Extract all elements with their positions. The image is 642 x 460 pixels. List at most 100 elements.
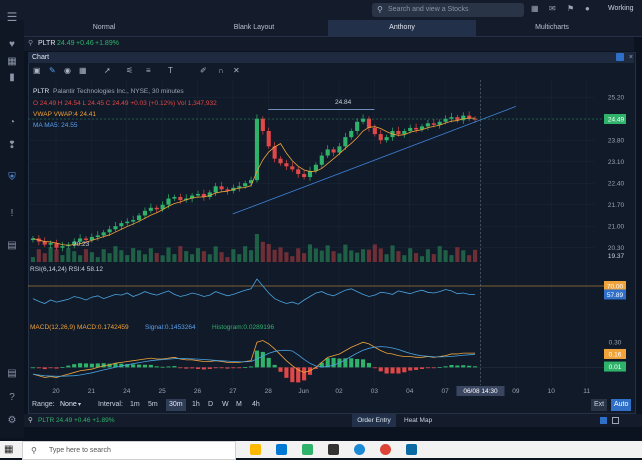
app-icon[interactable] xyxy=(406,444,417,455)
histogram-legend: Histogram:0.0289196 xyxy=(212,324,275,331)
macd-histogram-bar xyxy=(89,363,94,368)
workspace-label[interactable]: Working xyxy=(608,5,634,12)
text-tool-icon[interactable]: T xyxy=(168,66,173,75)
trash-icon[interactable]: ✕ xyxy=(233,66,240,75)
chat-icon[interactable]: ✉ xyxy=(549,4,556,13)
taskbar-search-input[interactable]: Type here to search xyxy=(49,447,111,454)
x-tick-label: 24 xyxy=(123,388,131,395)
calendar-icon[interactable]: ▦ xyxy=(531,4,539,13)
macd-histogram-bar xyxy=(408,367,413,371)
taskbar-search[interactable]: ⚲ Type here to search xyxy=(22,441,236,460)
x-axis: 20212425262728Jun020304070809101106/08 1… xyxy=(52,80,590,396)
volume-bar xyxy=(207,254,212,262)
draw-icon[interactable]: ✎ xyxy=(49,66,56,75)
volume-bar xyxy=(54,249,59,262)
channel-tool-icon[interactable]: ≡ xyxy=(146,66,151,75)
heart-icon[interactable]: ♥ xyxy=(9,39,15,50)
interval-m[interactable]: M xyxy=(236,401,242,408)
interval-30m[interactable]: 30m xyxy=(166,399,186,411)
x-tick-label: 20 xyxy=(52,388,60,395)
interval-d[interactable]: D xyxy=(208,401,214,408)
volume-bar xyxy=(195,248,201,262)
close-icon[interactable]: × xyxy=(628,54,633,61)
windows-start-icon[interactable]: ▦ xyxy=(4,444,14,455)
layout-icon[interactable]: ▦ xyxy=(79,66,87,75)
symbol-ticker[interactable]: PLTR xyxy=(38,40,56,47)
macd-histogram-bar xyxy=(30,367,36,369)
macd-histogram-bar xyxy=(437,367,442,368)
chart-bars-icon[interactable]: ▮ xyxy=(9,72,15,83)
x-tick-label: 07 xyxy=(442,388,450,395)
link-icon[interactable] xyxy=(600,417,607,424)
brush-tool-icon[interactable]: ✐ xyxy=(200,66,207,75)
candle-body xyxy=(290,166,295,170)
book-icon[interactable]: ▤ xyxy=(7,368,17,379)
tab-heat-map[interactable]: Heat Map xyxy=(404,417,433,424)
edge-icon[interactable] xyxy=(354,444,365,455)
interval-1m[interactable]: 1m xyxy=(130,401,140,408)
menu-icon[interactable]: ☰ xyxy=(6,10,18,24)
tab-order-entry[interactable]: Order Entry xyxy=(352,414,396,427)
alert-icon[interactable]: ! xyxy=(10,208,14,219)
candle-body xyxy=(254,118,260,181)
volume-bar xyxy=(372,244,377,262)
search-input[interactable]: Search and view a Stocks xyxy=(388,6,469,13)
annotation-high: 24.84 xyxy=(335,99,352,106)
compass-icon[interactable]: ❢ xyxy=(7,140,17,151)
interval-w[interactable]: W xyxy=(222,401,229,408)
dial-icon[interactable]: ◔ xyxy=(8,117,16,128)
candle-body xyxy=(101,232,106,236)
help-icon[interactable]: ? xyxy=(9,392,15,403)
interval-1h[interactable]: 1h xyxy=(192,401,200,408)
store-icon[interactable] xyxy=(328,444,339,455)
price-tick-label: 25.20 xyxy=(608,95,625,102)
interval-4h[interactable]: 4h xyxy=(252,401,260,408)
fib-tool-icon[interactable]: ⚟ xyxy=(126,66,134,75)
macd-histogram-bar xyxy=(136,364,142,368)
screenshot-icon[interactable]: ◉ xyxy=(64,66,71,75)
candle-body xyxy=(455,117,460,121)
shield-icon[interactable]: ⛨ xyxy=(8,172,16,183)
range-select[interactable]: None xyxy=(60,401,77,408)
volume-bar xyxy=(172,254,177,262)
user-icon[interactable]: ● xyxy=(585,4,590,13)
auto-button[interactable]: Auto xyxy=(611,399,632,411)
candle-body xyxy=(136,215,142,221)
card-icon[interactable]: ▤ xyxy=(7,240,17,251)
volume-bar xyxy=(125,255,130,262)
interval-5m[interactable]: 5m xyxy=(148,401,158,408)
x-tick-label: 09 xyxy=(512,388,520,395)
ext-button[interactable]: Ext xyxy=(591,399,608,411)
candle-body xyxy=(89,236,94,241)
tab-multicharts[interactable]: Multicharts xyxy=(535,24,569,31)
maximize-icon[interactable] xyxy=(612,417,619,424)
tab-blank-layout[interactable]: Blank Layout xyxy=(233,24,275,31)
search-icon[interactable]: ⚲ xyxy=(28,417,33,424)
search-box[interactable]: ⚲ Search and view a Stocks xyxy=(372,3,524,17)
mail-icon[interactable] xyxy=(276,444,287,455)
magnet-icon[interactable]: ∩ xyxy=(218,66,224,75)
settings-icon[interactable]: ⚙ xyxy=(7,415,17,426)
tab-anthony[interactable]: Anthony xyxy=(328,20,476,36)
save-icon[interactable]: ▣ xyxy=(33,66,41,75)
bell-icon[interactable]: ⚑ xyxy=(567,4,575,13)
chevron-down-icon[interactable]: ▾ xyxy=(78,402,82,408)
chrome-icon[interactable] xyxy=(380,444,391,455)
x-tick-label: 02 xyxy=(335,388,343,395)
file-explorer-icon[interactable] xyxy=(250,444,261,455)
link-icon[interactable] xyxy=(616,53,624,61)
candle-body xyxy=(360,118,366,122)
candle-body xyxy=(355,121,360,131)
grid-icon[interactable]: ▦ xyxy=(7,56,17,67)
candle-body xyxy=(201,193,206,198)
search-icon[interactable]: ⚲ xyxy=(28,40,34,47)
volume-bar xyxy=(178,246,183,262)
symbol-price: 24.49 xyxy=(57,40,75,47)
chat-app-icon[interactable] xyxy=(302,444,313,455)
volume-bar xyxy=(42,253,47,262)
line-tool-icon[interactable]: ➚ xyxy=(104,66,111,75)
tab-normal[interactable]: Normal xyxy=(92,24,116,31)
rsi-line xyxy=(32,278,476,305)
candle-body xyxy=(372,127,377,135)
